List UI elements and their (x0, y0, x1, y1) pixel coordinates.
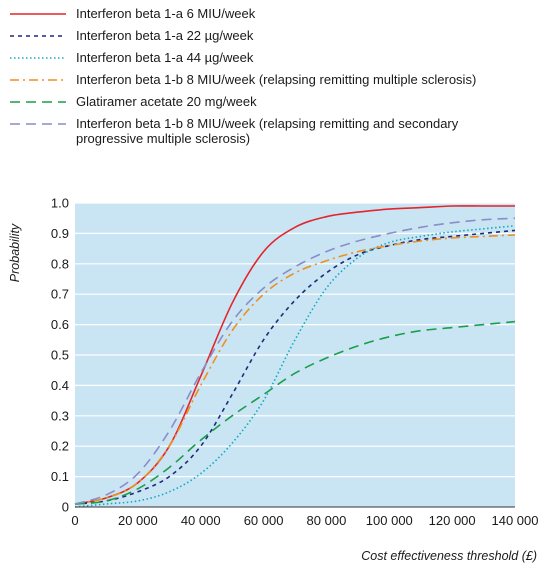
legend-label: Interferon beta 1-a 6 MIU/week (76, 6, 256, 21)
series-line-3 (74, 234, 516, 505)
y-tick-label: 0.6 (51, 317, 69, 332)
x-tick-label: 60 000 (244, 513, 284, 528)
legend-item: Interferon beta 1-b 8 MIU/week (relapsin… (8, 72, 536, 94)
legend-line-swatch (10, 123, 66, 125)
legend-item: Interferon beta 1-a 44 µg/week (8, 50, 536, 72)
legend-line-swatch (10, 57, 66, 59)
series-line-2 (74, 225, 516, 508)
x-tick-label: 80 000 (307, 513, 347, 528)
x-tick-label: 120 000 (429, 513, 476, 528)
y-tick-label: 0.7 (51, 287, 69, 302)
series-line-1 (74, 229, 516, 505)
legend-label: Interferon beta 1-a 22 µg/week (76, 28, 254, 43)
y-axis-title: Probability (8, 223, 22, 282)
legend-line-swatch (10, 35, 66, 37)
chart-legend: Interferon beta 1-a 6 MIU/week Interfero… (8, 6, 536, 150)
legend-label: Glatiramer acetate 20 mg/week (76, 94, 257, 109)
y-axis-ticks: 0 0.1 0.2 0.3 0.4 0.5 0.6 0.7 0.8 0.9 1.0 (51, 196, 69, 515)
x-tick-label: 0 (71, 513, 78, 528)
y-tick-label: 0 (62, 500, 69, 515)
x-tick-label: 140 000 (492, 513, 539, 528)
gridlines (75, 202, 515, 478)
y-tick-label: 0.8 (51, 256, 69, 271)
legend-line-swatch (10, 79, 66, 81)
legend-label: Interferon beta 1-b 8 MIU/week (relapsin… (76, 72, 477, 87)
y-tick-label: 1.0 (51, 196, 69, 211)
x-tick-label: 40 000 (181, 513, 221, 528)
series-line-5 (74, 217, 516, 505)
legend-item: Interferon beta 1-a 22 µg/week (8, 28, 536, 50)
series-lines (74, 205, 516, 508)
legend-label: Interferon beta 1-a 44 µg/week (76, 50, 254, 65)
series-line-4 (74, 320, 516, 505)
y-tick-label: 0.4 (51, 378, 69, 393)
legend-item: Interferon beta 1-b 8 MIU/week (relapsin… (8, 116, 536, 150)
legend-line-swatch (10, 101, 66, 103)
y-tick-label: 0.2 (51, 439, 69, 454)
legend-line-swatch (10, 13, 66, 15)
y-tick-label: 0.5 (51, 348, 69, 363)
legend-item: Glatiramer acetate 20 mg/week (8, 94, 536, 116)
x-axis-ticks: 0 20 000 40 000 60 000 80 000 100 000 120 000 1… (71, 513, 538, 528)
x-axis-title: Cost effectiveness threshold (£) (361, 549, 537, 563)
y-tick-label: 0.1 (51, 469, 69, 484)
legend-item: Interferon beta 1-a 6 MIU/week (8, 6, 536, 28)
y-tick-label: 0.3 (51, 408, 69, 423)
x-tick-label: 100 000 (366, 513, 413, 528)
x-tick-label: 20 000 (118, 513, 158, 528)
legend-label: Interferon beta 1-b 8 MIU/week (relapsin… (76, 116, 459, 146)
y-tick-label: 0.9 (51, 226, 69, 241)
